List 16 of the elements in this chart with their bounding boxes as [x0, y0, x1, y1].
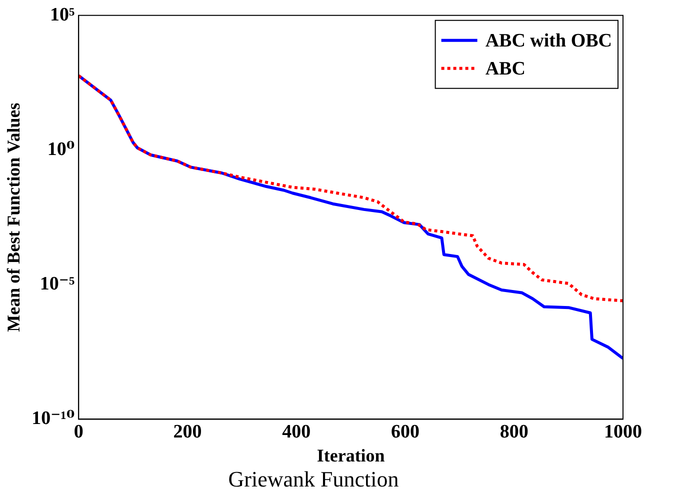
x-tick-label: 200	[173, 422, 202, 443]
y-axis-title: Mean of Best Function Values	[3, 102, 24, 332]
y-tick-label: 10⁵	[50, 4, 75, 26]
y-tick-label: 10⁻¹⁰	[32, 408, 75, 430]
legend-label: ABC	[485, 58, 526, 80]
text: Griewank Function	[228, 466, 399, 492]
y-tick-label: 10⁻⁵	[40, 274, 75, 295]
line-series	[78, 74, 623, 302]
x-tick-label: 400	[282, 422, 311, 443]
x-tick-label: 600	[391, 422, 420, 443]
x-tick-label: 0	[74, 422, 84, 443]
x-axis-title: Iteration	[316, 445, 385, 466]
x-tick-label: 1000	[604, 422, 642, 443]
legend-label: ABC with OBC	[485, 30, 612, 52]
x-tick-label: 800	[500, 422, 528, 443]
y-tick-label: 10⁰	[47, 138, 75, 160]
